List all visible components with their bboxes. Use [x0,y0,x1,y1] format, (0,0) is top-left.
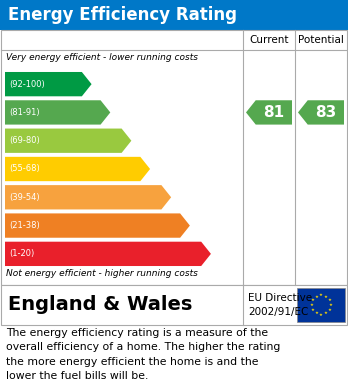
Text: A: A [93,77,103,91]
Text: ★: ★ [311,298,315,302]
Text: ★: ★ [319,294,323,298]
Polygon shape [5,213,190,238]
Polygon shape [5,129,131,153]
Text: EU Directive
2002/91/EC: EU Directive 2002/91/EC [248,293,312,317]
Text: (81-91): (81-91) [9,108,40,117]
Text: Current: Current [249,35,289,45]
Text: ★: ★ [327,308,331,312]
Polygon shape [246,100,292,125]
Text: ★: ★ [309,303,314,307]
Text: (55-68): (55-68) [9,165,40,174]
Text: B: B [111,106,122,119]
Text: Potential: Potential [298,35,344,45]
Text: ★: ★ [329,303,332,307]
Polygon shape [5,72,92,96]
Bar [1,285,347,325]
Polygon shape [5,100,110,125]
Text: (39-54): (39-54) [9,193,40,202]
Text: Very energy efficient - lower running costs: Very energy efficient - lower running co… [6,54,198,63]
Text: F: F [191,219,200,233]
Text: ★: ★ [324,311,328,315]
Text: ★: ★ [324,295,328,299]
Text: The energy efficiency rating is a measure of the
overall efficiency of a home. T: The energy efficiency rating is a measur… [6,328,280,381]
Text: G: G [212,247,223,261]
Text: ★: ★ [311,308,315,312]
Bar [1,30,347,285]
Polygon shape [5,185,171,210]
Text: (92-100): (92-100) [9,80,45,89]
Text: ★: ★ [314,311,318,315]
Text: ★: ★ [327,298,331,302]
Polygon shape [298,100,344,125]
Text: England & Wales: England & Wales [8,296,192,314]
Text: ★: ★ [319,312,323,317]
Bar [0,0,348,30]
Text: ★: ★ [314,295,318,299]
Text: (69-80): (69-80) [9,136,40,145]
Text: E: E [172,190,182,204]
Text: D: D [151,162,163,176]
Bar [297,288,345,322]
Text: 83: 83 [315,105,337,120]
Text: 81: 81 [263,105,284,120]
Text: (21-38): (21-38) [9,221,40,230]
Text: Not energy efficient - higher running costs: Not energy efficient - higher running co… [6,269,198,278]
Text: (1-20): (1-20) [9,249,34,258]
Polygon shape [5,242,211,266]
Text: Energy Efficiency Rating: Energy Efficiency Rating [8,6,237,24]
Text: C: C [132,134,143,148]
Polygon shape [5,157,150,181]
